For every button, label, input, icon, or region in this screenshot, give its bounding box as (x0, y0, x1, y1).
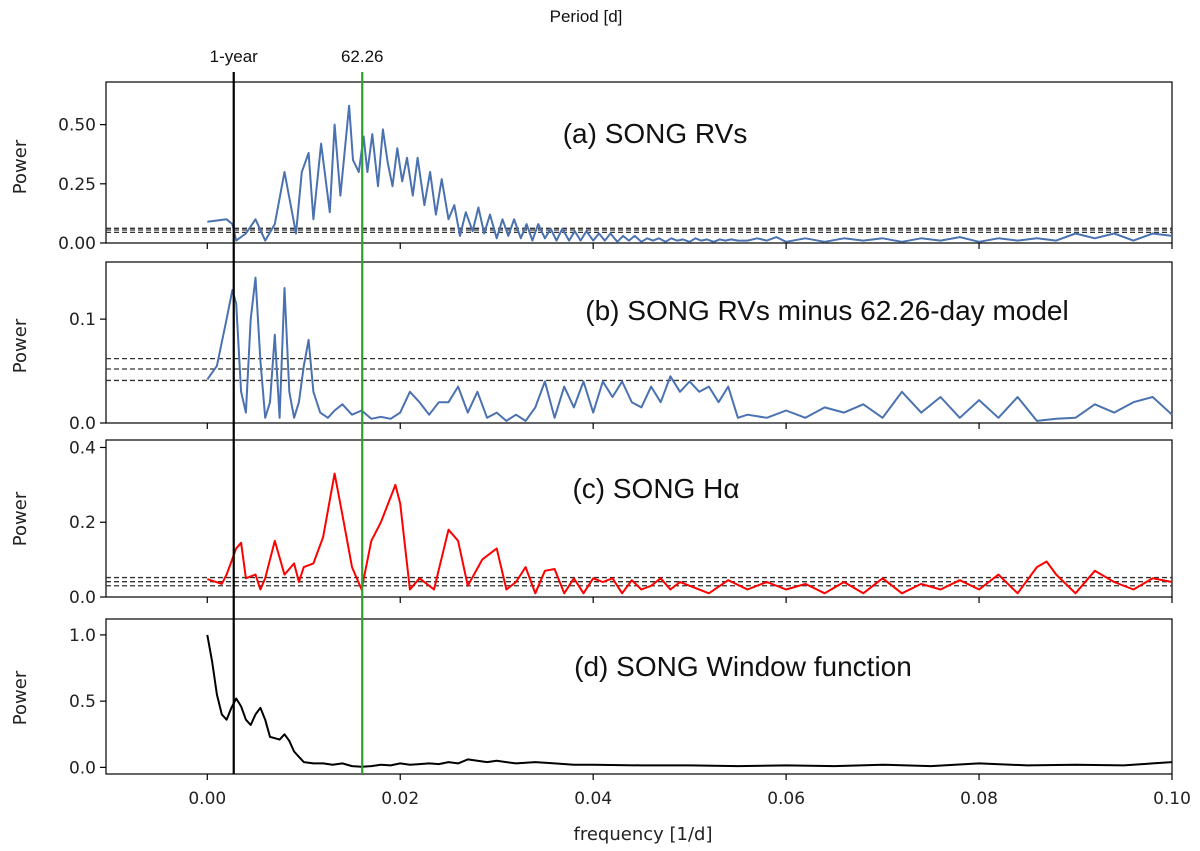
period-62-marker-label: 62.26 (341, 47, 384, 66)
panel-c-ytick-label: 0.0 (69, 588, 96, 608)
x-tick-label: 0.02 (381, 789, 419, 809)
vertical-markers (232, 72, 364, 774)
panel-a-frame (105, 81, 1173, 244)
panel-d-ytick-label: 1.0 (69, 626, 96, 646)
panel-a-ytick-label: 0.25 (58, 175, 96, 195)
panel-b-ylabel: Power (10, 318, 31, 373)
panel-a-ytick-label: 0.50 (58, 116, 96, 136)
one-year-marker-label: 1-year (210, 47, 259, 66)
x-tick-label: 0.00 (188, 789, 226, 809)
panel-c-frame (105, 439, 1173, 598)
panel-a-series-line (207, 104, 1173, 243)
panel-b-ytick-label: 0.0 (69, 414, 96, 434)
panel-b-title: (b) SONG RVs minus 62.26-day model (585, 295, 1068, 326)
panel-a-ylabel: Power (10, 139, 31, 194)
panel-d-ytick-label: 0.5 (69, 692, 96, 712)
panel-d: (d) SONG Window function Power 0.0 0.5 1.0 (10, 618, 1173, 780)
panel-c-ytick-label: 0.4 (69, 438, 96, 458)
panel-b-frame (105, 261, 1173, 424)
panel-c-title: (c) SONG Hα (572, 473, 739, 504)
panel-d-title: (d) SONG Window function (574, 651, 912, 682)
panel-a: (a) SONG RVs Power 0.00 0.25 0.50 (10, 81, 1173, 254)
panel-c-ylabel: Power (10, 491, 31, 546)
panel-b-series-line (206, 276, 1173, 422)
x-axis: frequency [1/d] 0.00 0.02 0.04 0.06 0.08 0.10 (188, 789, 1191, 845)
panel-b: (b) SONG RVs minus 62.26-day model Power… (10, 261, 1173, 434)
panel-a-title: (a) SONG RVs (563, 118, 748, 149)
x-axis-title: frequency [1/d] (574, 824, 713, 845)
x-tick-label: 0.06 (767, 789, 805, 809)
panel-c: (c) SONG Hα Power 0.0 0.2 0.4 (10, 438, 1173, 608)
x-tick-label: 0.10 (1153, 789, 1191, 809)
panel-c-ytick-label: 0.2 (69, 513, 96, 533)
panel-d-frame (105, 618, 1173, 775)
panel-a-ytick-label: 0.00 (58, 234, 96, 254)
x-tick-label: 0.04 (574, 789, 612, 809)
period-axis-title: Period [d] (550, 7, 623, 26)
panel-c-series-line (206, 472, 1173, 595)
panel-d-series-line (206, 634, 1173, 768)
panel-d-ytick-label: 0.0 (69, 758, 96, 778)
x-tick-label: 0.08 (960, 789, 998, 809)
panel-d-ylabel: Power (10, 670, 31, 725)
panel-b-ytick-label: 0.1 (69, 310, 96, 330)
